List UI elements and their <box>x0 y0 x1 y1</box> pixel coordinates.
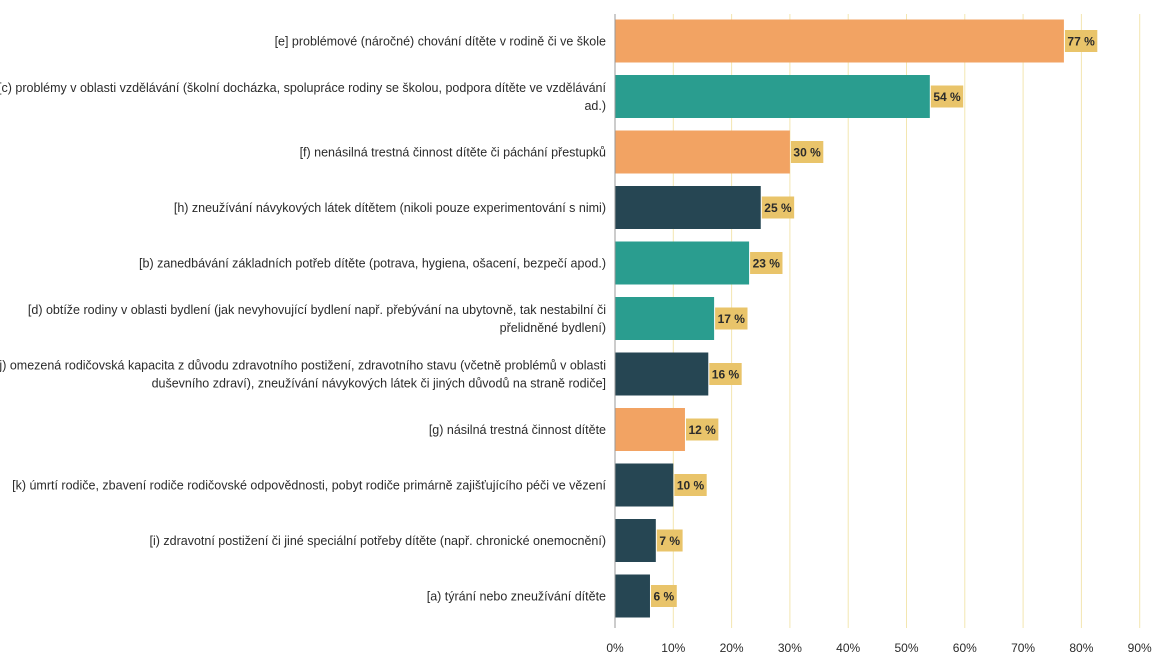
bars <box>615 19 1064 618</box>
category-label: [d) obtíže rodiny v oblasti bydlení (jak… <box>28 303 606 335</box>
value-label-background <box>656 529 683 552</box>
bar <box>615 75 930 118</box>
value-label: 30 % <box>793 146 821 160</box>
category-label: [a) týrání nebo zneužívání dítěte <box>427 590 606 604</box>
value-label-background <box>709 363 742 385</box>
value-label-background <box>715 307 748 330</box>
x-tick-label: 70% <box>1011 641 1035 655</box>
category-label: [f) nenásilná trestná činnost dítěte či … <box>300 146 606 160</box>
category-label: [h) zneužívání návykových látek dítětem … <box>174 201 606 215</box>
x-tick-label: 20% <box>720 641 744 655</box>
value-label: 25 % <box>764 201 792 215</box>
bar <box>615 186 761 229</box>
category-labels: [e] problémové (náročné) chování dítěte … <box>0 35 607 604</box>
bar <box>615 463 674 507</box>
x-axis-ticks: 0% 10% 20% 30% 40% 50% 60% 70% 80% 90% <box>606 641 1152 655</box>
x-tick-label: 80% <box>1069 641 1093 655</box>
value-label-background <box>650 585 677 607</box>
value-label-background <box>674 474 707 496</box>
bar <box>615 241 750 285</box>
value-label-background <box>685 418 719 441</box>
value-label: 10 % <box>677 479 705 493</box>
value-label: 17 % <box>718 312 746 326</box>
bar <box>615 19 1064 63</box>
value-label: 54 % <box>933 90 961 104</box>
x-tick-label: 40% <box>836 641 860 655</box>
value-labels: 77 % 54 % 30 % 25 % 23 % 17 % 16 % 12 % 10 % 7 % 6… <box>650 30 1098 607</box>
value-label: 16 % <box>712 368 740 382</box>
value-label-background <box>750 252 783 274</box>
bar <box>615 519 656 562</box>
bar <box>615 408 685 451</box>
category-label: [g) násilná trestná činnost dítěte <box>429 423 606 437</box>
category-label: [e] problémové (náročné) chování dítěte … <box>275 35 606 49</box>
value-label-background <box>761 196 795 219</box>
value-label-background <box>1064 30 1098 52</box>
value-label: 23 % <box>753 257 781 271</box>
x-tick-label: 60% <box>953 641 977 655</box>
bar <box>615 574 650 618</box>
value-label: 6 % <box>654 590 675 604</box>
value-label-background <box>930 85 964 108</box>
x-tick-label: 0% <box>606 641 624 655</box>
value-label: 77 % <box>1067 35 1095 49</box>
category-label: [j) omezená rodičovská kapacita z důvodu… <box>0 359 606 391</box>
bar <box>615 297 715 340</box>
category-label: [c) problémy v oblasti vzdělávání (školn… <box>0 81 607 113</box>
value-label: 7 % <box>659 534 680 548</box>
category-label: [k) úmrtí rodiče, zbavení rodiče rodičov… <box>12 479 606 493</box>
x-tick-label: 50% <box>894 641 918 655</box>
value-label-background <box>790 141 824 163</box>
x-tick-label: 30% <box>778 641 802 655</box>
category-label: [i) zdravotní postižení či jiné speciáln… <box>150 534 607 548</box>
value-label: 12 % <box>688 423 716 437</box>
bar <box>615 352 709 396</box>
x-tick-label: 10% <box>661 641 685 655</box>
x-tick-label: 90% <box>1128 641 1152 655</box>
category-label: [b) zanedbávání základních potřeb dítěte… <box>139 257 606 271</box>
bar <box>615 130 790 174</box>
